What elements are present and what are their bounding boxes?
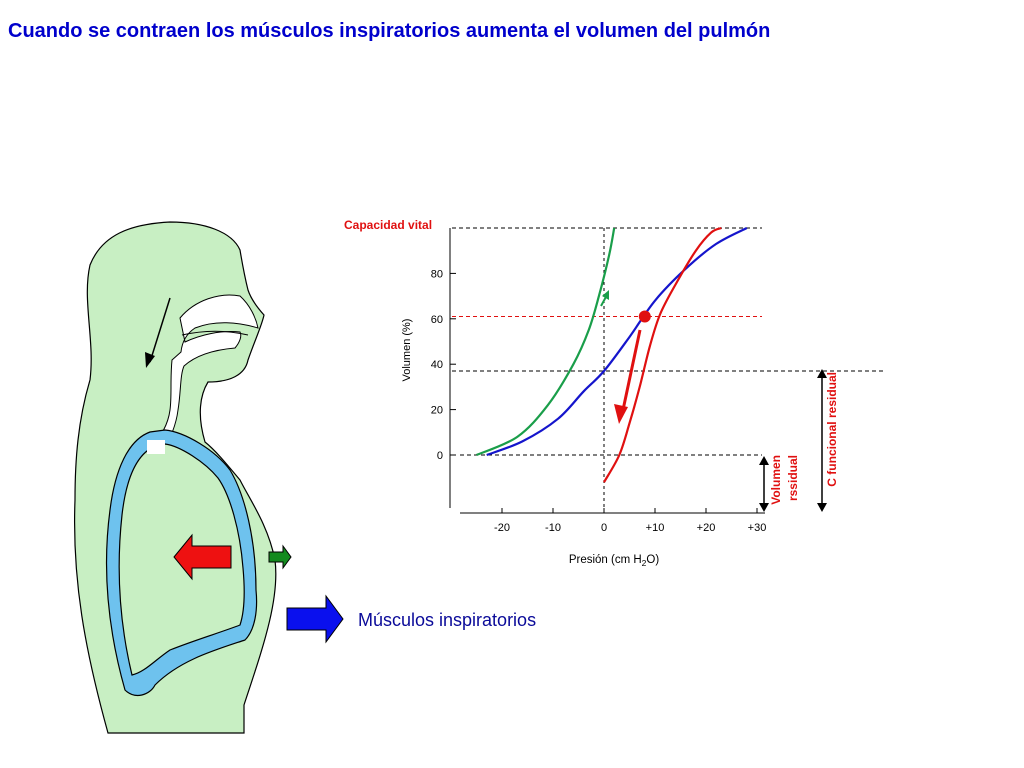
residual-volume-arrow-top [759,456,769,465]
x-tick-label: +20 [697,522,716,534]
pressure-volume-chart: 0 20 40 60 80 -20 -10 0 +10 +20 +30 Capacidad vit… [344,218,885,568]
muscles-label: Músculos inspiratorios [358,610,536,630]
x-axis-label-sub: 2 [642,558,647,568]
airflow-arrow [149,297,171,363]
mouth-line [181,330,249,336]
residual-volume-label-2: rssidual [786,455,800,501]
functional-residual-label: C funcional residual [825,372,839,487]
functional-residual-arrow-top [817,369,827,378]
x-tick-label: -20 [494,522,510,534]
y-tick-label: 40 [431,359,443,371]
airflow-arrowhead [145,352,155,368]
red-curve-arrowhead [614,404,628,424]
state-marker [638,310,651,323]
green-arrow-icon [268,544,292,570]
y-axis-label: Volumen (%) [401,319,413,382]
series-curve-0 [476,227,616,457]
green-curve-arrowhead [602,290,609,300]
y-tick-label: 60 [431,314,443,326]
x-axis-label-prefix: Presión (cm H [569,554,642,566]
functional-residual-arrow-bottom [817,503,827,512]
reference-lines [452,227,885,456]
residual-volume-label-1: Volumen [769,455,783,505]
series-curve-2 [603,226,722,483]
page-title: Cuando se contraen los músculos inspirat… [8,20,771,42]
blue-arrow-icon [286,594,344,644]
red-curve-arrow [621,329,642,411]
y-tick-label: 20 [431,405,443,417]
x-ticks: -20 -10 0 +10 +20 +30 [494,508,766,534]
x-tick-label: +10 [646,522,665,534]
x-axis-label: Presión (cm H2O) [569,554,660,568]
vital-capacity-label: Capacidad vital [344,218,432,232]
trachea-gap [147,440,165,454]
x-axis-label-suffix: O) [646,554,659,566]
x-tick-label: -10 [545,522,561,534]
series-curve-1 [486,227,748,457]
y-tick-label: 80 [431,268,443,280]
residual-volume-arrow-bottom [759,503,769,512]
y-tick-label: 0 [437,450,443,462]
red-arrow-icon [173,533,232,581]
x-tick-label: 0 [601,522,607,534]
curves [476,226,748,483]
airway [148,294,259,449]
x-tick-label: +30 [748,522,767,534]
y-ticks: 0 20 40 60 80 [431,268,456,462]
thorax-diagram [74,221,344,734]
